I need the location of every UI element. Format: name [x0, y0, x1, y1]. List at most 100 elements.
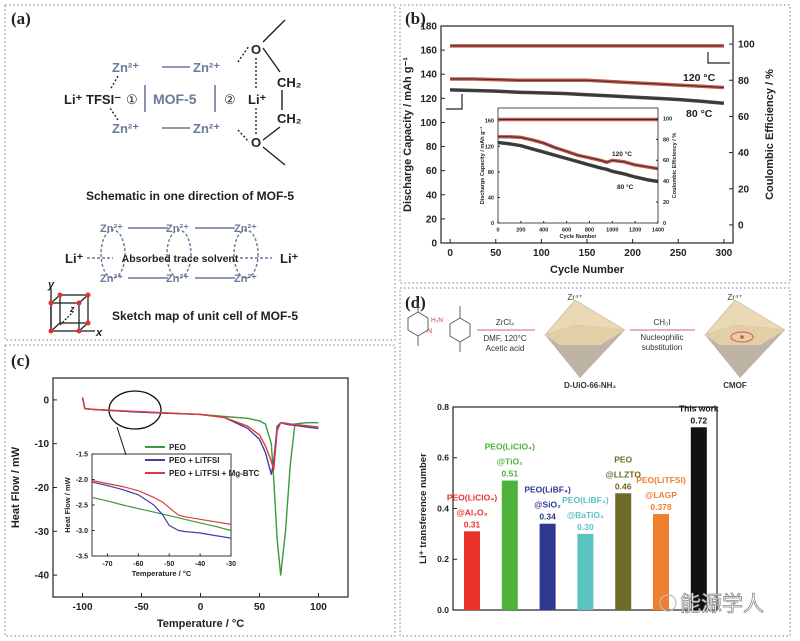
- y-tick-label: -3.0: [76, 528, 88, 535]
- panel-label-d: (d): [405, 293, 426, 312]
- bar-category-label: @SiO₂: [534, 500, 561, 510]
- y-axis-label: Li⁺ transference number: [418, 453, 429, 564]
- bar-category-label: PEO(LiClO₄): [485, 442, 535, 452]
- oxygen-label: O: [251, 135, 261, 150]
- zoom-arrow: [116, 426, 127, 456]
- y2-axis-label: Coulombic Efficiency / %: [672, 133, 678, 199]
- y-tick-label: 0.4: [437, 503, 449, 513]
- x-axis-label: Cycle Number: [560, 234, 598, 240]
- condition-dmf: DMF, 120°C: [483, 334, 526, 343]
- product-cmof: CMOF: [723, 381, 747, 390]
- y-tick-label: 0: [491, 221, 494, 227]
- y-axis-label: Discharge Capacity / mAh g⁻¹: [402, 57, 414, 212]
- zr-label: Zr⁴⁺: [727, 293, 742, 302]
- zn-node: Zn²⁺: [100, 223, 123, 235]
- series-markers: [450, 88, 725, 105]
- y-tick-label: -40: [35, 571, 50, 582]
- y2-tick-label: 80: [663, 137, 669, 143]
- y2-tick-label: 80: [738, 76, 750, 87]
- panel-a-frame: [4, 4, 396, 341]
- y-tick-label: 80: [488, 170, 494, 176]
- site-1-label: ①: [126, 92, 138, 107]
- li-ion-left: Li⁺: [65, 251, 84, 266]
- y-tick-label: 0: [43, 395, 49, 406]
- ch2-label: CH₂: [277, 111, 302, 126]
- y-tick-label: 0.6: [437, 453, 449, 463]
- unit-cell-icon: [48, 288, 95, 334]
- zn-node: Zn²⁺: [112, 60, 139, 75]
- ch2-label: CH₂: [277, 75, 302, 90]
- bar: [464, 531, 480, 610]
- x-tick-label: -30: [226, 561, 236, 568]
- bar-category-label: PEO(LiTFSI): [636, 475, 686, 485]
- series-line-2: [91, 479, 232, 525]
- condition-acetic-acid: Acetic acid: [486, 344, 525, 353]
- y-tick-label: 160: [485, 119, 494, 125]
- zn-node: Zn²⁺: [100, 273, 123, 285]
- axis-y-label: y: [47, 279, 55, 291]
- x-tick-label: 1000: [606, 228, 618, 234]
- inset-annotation-120c: 120 °C: [612, 150, 632, 158]
- x-tick-label: 0: [496, 228, 499, 234]
- panel-c-frame: [4, 344, 396, 637]
- x-tick-label: -50: [164, 561, 174, 568]
- bar-category-label: @Al₂O₃: [456, 507, 487, 517]
- x-tick-label: 400: [539, 228, 548, 234]
- condition-substitution: substitution: [642, 343, 682, 352]
- x-tick-label: -40: [195, 561, 205, 568]
- mof5-label: MOF-5: [153, 91, 197, 107]
- bar-category-label: PEO: [614, 454, 632, 464]
- y-tick-label: -20: [35, 483, 50, 494]
- absorbed-solvent-label: Absorbed trace solvent: [122, 253, 239, 265]
- x-tick-label: 0: [447, 248, 453, 259]
- x-tick-label: 200: [624, 248, 641, 259]
- mof5-schematic: Zn²⁺ Zn²⁺ Zn²⁺ Zn²⁺ MOF-5 Li⁺ TFSI⁻ ① ② …: [47, 19, 302, 339]
- bar: [577, 533, 594, 610]
- bar: [615, 493, 632, 610]
- x-tick-label: 1200: [629, 228, 641, 234]
- transference-bar-chart: 0.0 0.2 0.4 0.6 0.8 Li⁺ transference number 0.…: [418, 402, 719, 615]
- cmof-octahedron: [704, 299, 786, 378]
- y-tick-label: 180: [420, 22, 437, 33]
- x-tick-label: 150: [579, 248, 596, 259]
- bar: [539, 523, 556, 610]
- x-tick-label: 100: [533, 248, 550, 259]
- zn-node: Zn²⁺: [166, 223, 189, 235]
- oxygen-label: O: [251, 42, 261, 57]
- x-axis-label: Temperature / °C: [132, 569, 192, 578]
- y2-tick-label: 20: [663, 200, 669, 206]
- panel-label-a: (a): [11, 9, 31, 28]
- x-tick-label: 50: [490, 248, 502, 259]
- nh2-label: H₂N: [431, 317, 443, 324]
- x-tick-label: 1400: [652, 228, 664, 234]
- dsc-inset-chart: -70 -60 -50 -40 -30 -3.5 -3.0 -2.5 -2.0 -1.5 Tempe…: [63, 451, 236, 578]
- y-axis-label: Discharge Capacity / mAh g⁻¹: [479, 127, 486, 205]
- wechat-icon: [659, 594, 677, 612]
- series-line-0: [498, 136, 659, 170]
- x-axis-label: Temperature / °C: [157, 618, 244, 630]
- y-tick-label: -1.5: [76, 451, 88, 458]
- bar-category-label: @LAGP: [645, 490, 677, 500]
- x-tick-label: 250: [670, 248, 687, 259]
- annotation-120c: 120 °C: [683, 72, 716, 84]
- watermark: 能源学人: [659, 593, 764, 616]
- x-tick-label: 300: [716, 248, 733, 259]
- bar-value-label: 0.378: [650, 502, 672, 512]
- reagent-zrcl4: ZrCl₄: [496, 318, 514, 327]
- axis-x-label: x: [95, 327, 103, 339]
- condition-nucleophilic: Nucleophilic: [640, 333, 683, 342]
- li-ion-right: Li⁺: [280, 251, 299, 266]
- bar-category-label: @BaTiO₃: [567, 510, 604, 520]
- bar-category-label: This work: [679, 403, 719, 413]
- legend-label: PEO: [169, 443, 186, 452]
- y2-tick-label: 0: [663, 221, 666, 227]
- bar-category-label: PEO(LiClO₄): [447, 492, 497, 502]
- y-tick-label: 60: [426, 166, 438, 177]
- zr-label: Zr⁴⁺: [567, 293, 582, 302]
- li-ion-label: Li⁺: [248, 92, 267, 107]
- bar: [501, 480, 518, 610]
- y-tick-label: 0: [431, 239, 437, 250]
- zn-node: Zn²⁺: [112, 121, 139, 136]
- zn-node: Zn²⁺: [234, 273, 257, 285]
